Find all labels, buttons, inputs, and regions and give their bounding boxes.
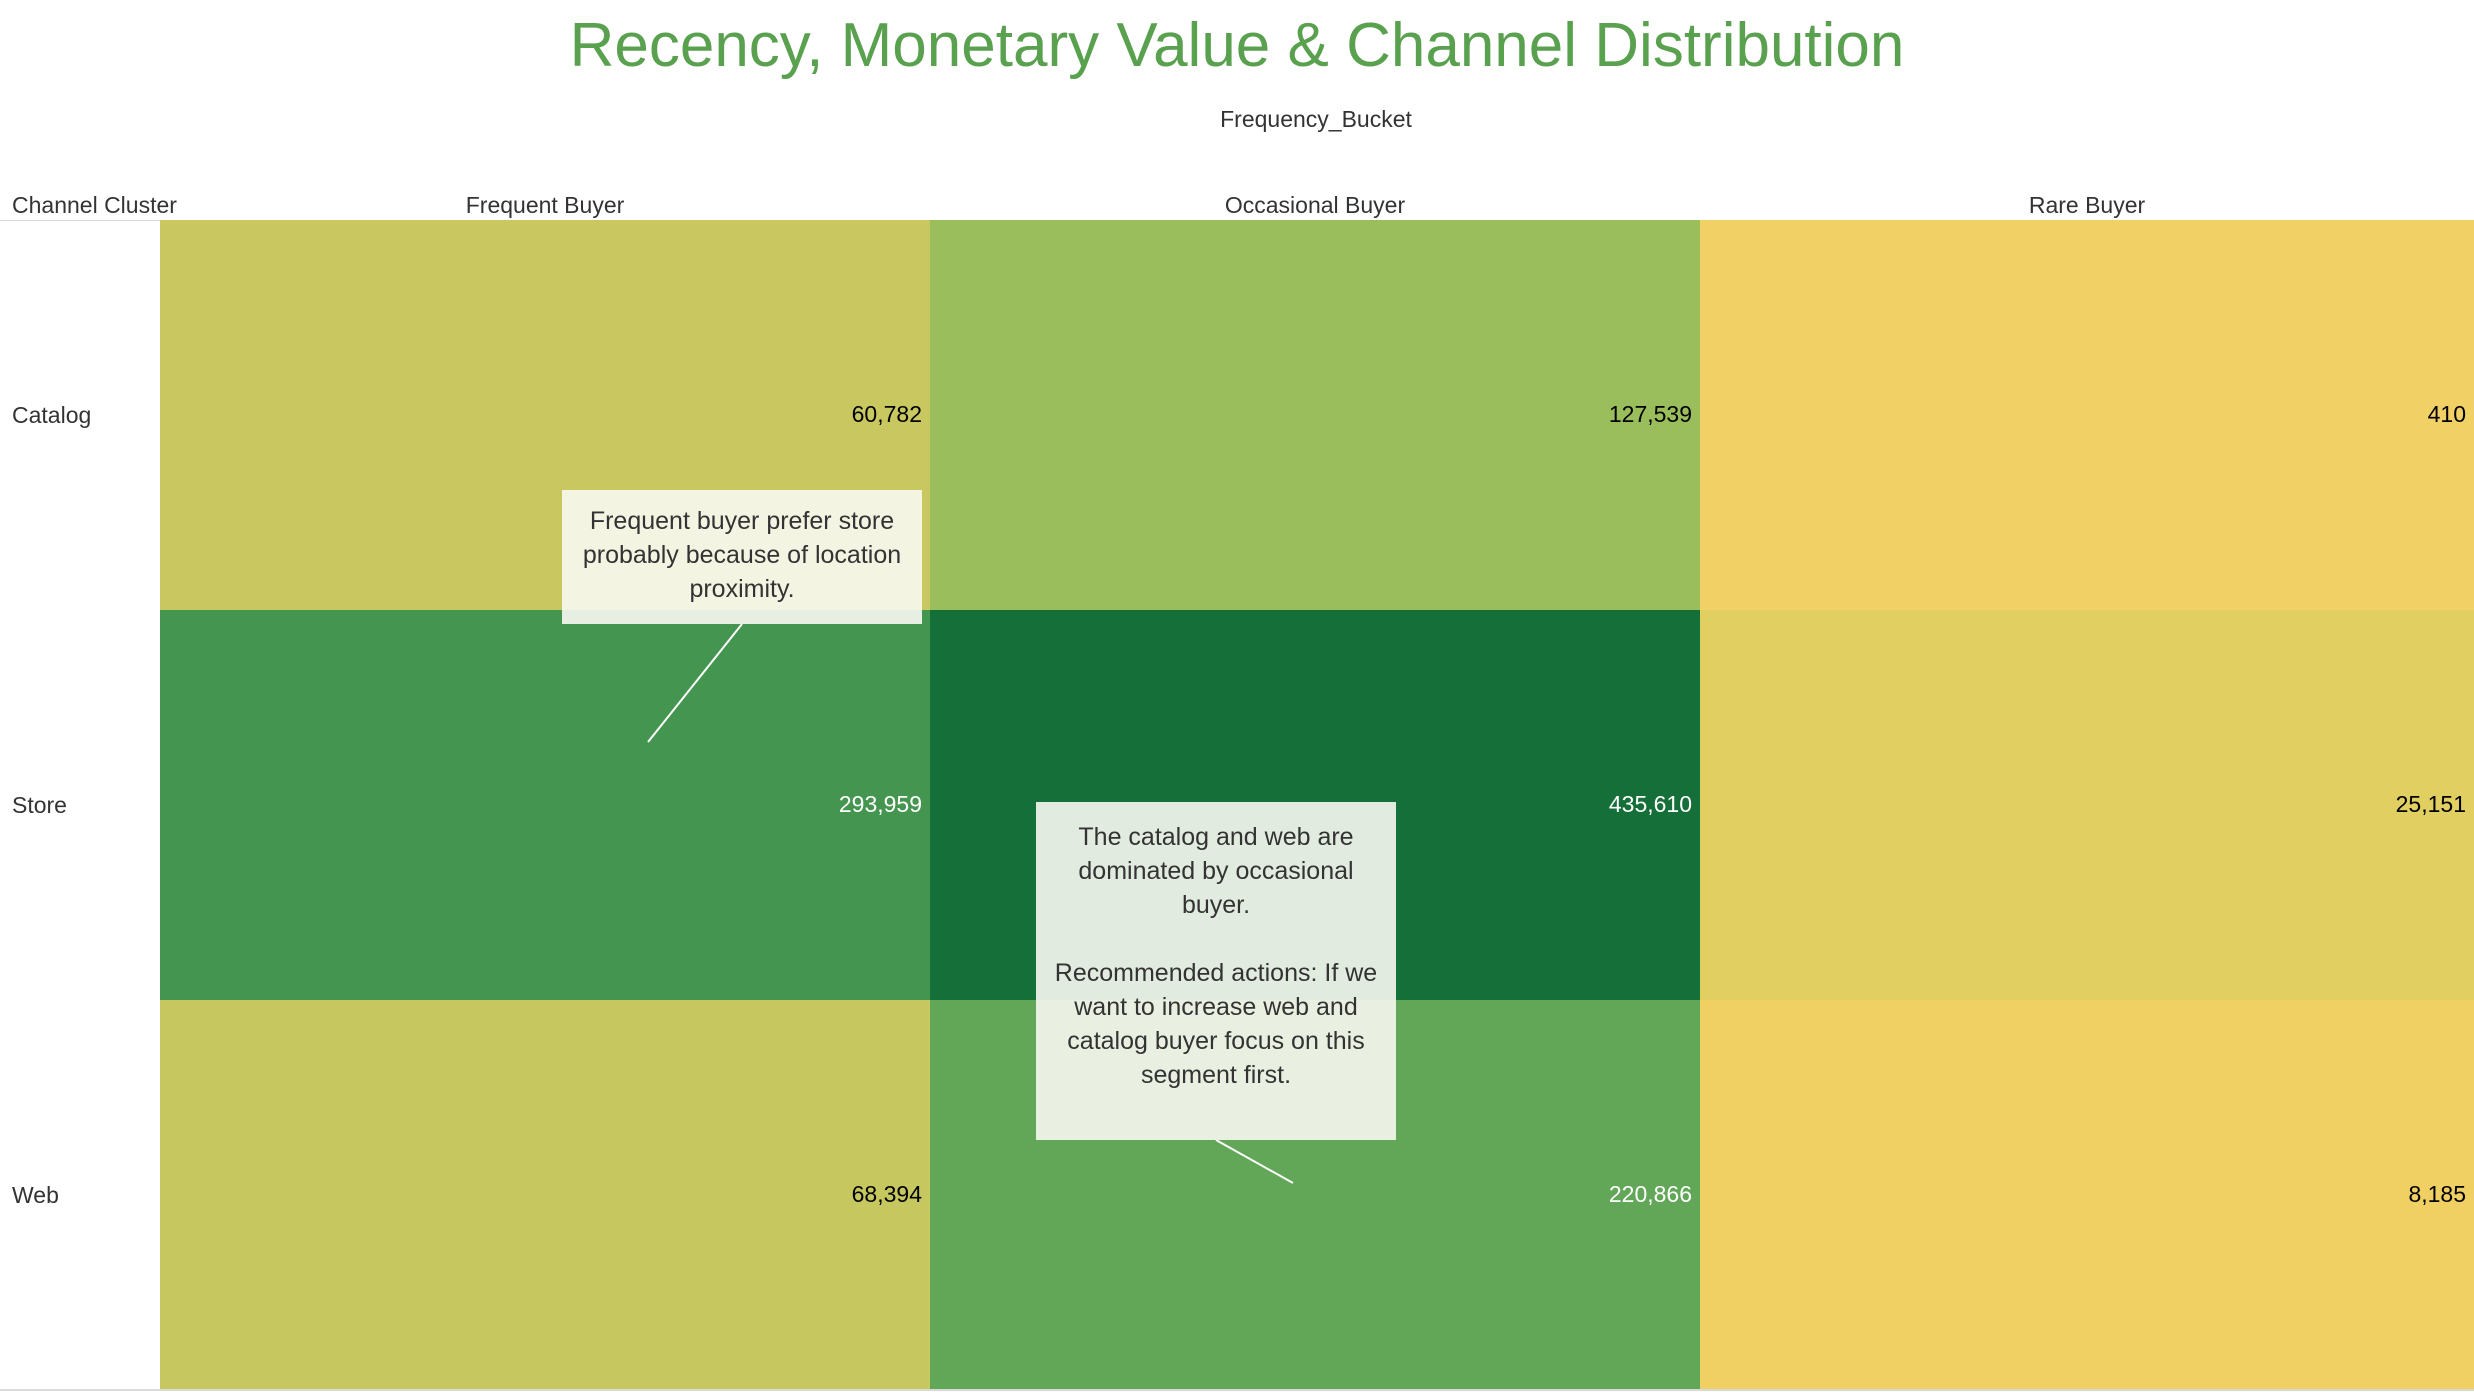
heatmap-cell-web-frequent-buyer[interactable]	[160, 1000, 930, 1390]
heatmap-cell-store-frequent-buyer[interactable]	[160, 610, 930, 1000]
annotation-occasional-buyer-recommendation: The catalog and web are dominated by occ…	[1036, 802, 1396, 1140]
cell-value-label: 25,151	[2395, 791, 2466, 817]
cell-value-label: 60,782	[851, 401, 922, 427]
column-header-occasional-buyer: Occasional Buyer	[1224, 192, 1406, 218]
bottom-divider	[0, 1389, 2474, 1391]
column-header-frequent-buyer: Frequent Buyer	[465, 192, 625, 218]
heatmap-cell-store-rare-buyer[interactable]	[1700, 610, 2474, 1000]
row-header-catalog: Catalog	[12, 402, 92, 428]
column-dimension-label: Frequency_Bucket	[1220, 106, 1412, 132]
heatmap-cell-catalog-rare-buyer[interactable]	[1700, 220, 2474, 610]
cell-value-label: 127,539	[1608, 401, 1692, 427]
row-dimension-label: Channel Cluster	[12, 192, 177, 218]
row-header-store: Store	[12, 792, 67, 818]
row-header-web: Web	[12, 1182, 59, 1208]
column-header-rare-buyer: Rare Buyer	[2028, 192, 2146, 218]
heatmap-cell-web-rare-buyer[interactable]	[1700, 1000, 2474, 1390]
cell-value-label: 435,610	[1608, 791, 1692, 817]
cell-value-label: 293,959	[838, 791, 922, 817]
cell-value-label: 220,866	[1608, 1181, 1692, 1207]
heatmap-cell-catalog-occasional-buyer[interactable]	[930, 220, 1700, 610]
chart-title: Recency, Monetary Value & Channel Distri…	[569, 11, 1905, 80]
cell-value-label: 68,394	[851, 1181, 922, 1207]
cell-value-label: 8,185	[2408, 1181, 2466, 1207]
cell-value-label: 410	[2427, 401, 2466, 427]
annotation-store-preference: Frequent buyer prefer store probably bec…	[562, 490, 922, 624]
